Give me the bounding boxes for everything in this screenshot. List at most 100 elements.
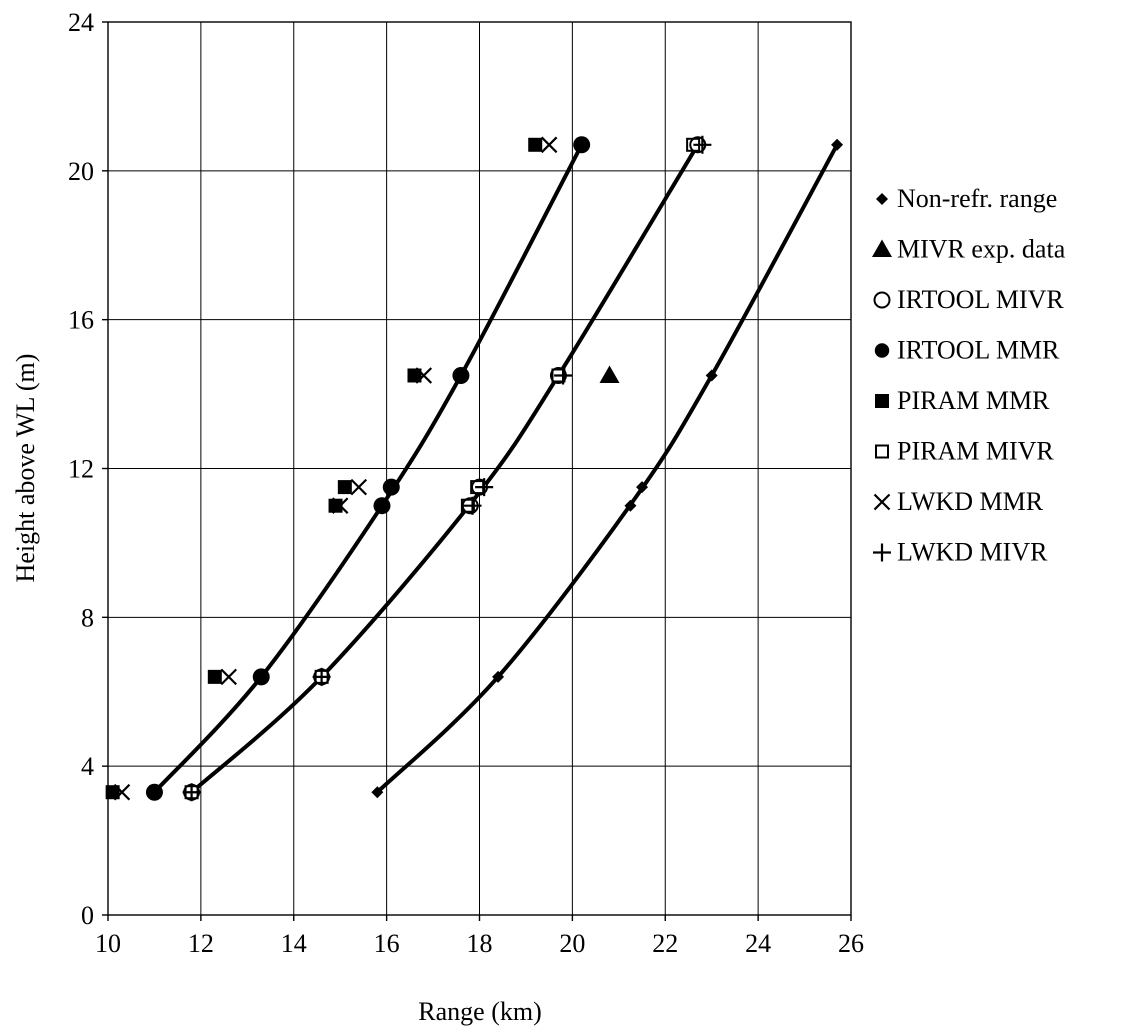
point-irtool-mmr-shape bbox=[373, 497, 391, 515]
point-lwkd-mmr-shape bbox=[220, 668, 238, 686]
point-lwkd-mmr-shape bbox=[113, 783, 131, 801]
x-tick-label: 12 bbox=[188, 929, 214, 958]
point-lwkd-mivr bbox=[475, 478, 494, 497]
legend-label: MIVR exp. data bbox=[897, 235, 1066, 264]
legend-label: PIRAM MMR bbox=[897, 386, 1050, 415]
point-lwkd-mmr bbox=[350, 478, 368, 496]
point-non-refr-range bbox=[492, 670, 505, 683]
point-lwkd-mivr-shape bbox=[475, 478, 494, 497]
legend-marker-lwkd-mivr-shape bbox=[873, 543, 891, 562]
legend-item-irtool-mivr: IRTOOL MIVR bbox=[873, 285, 1064, 314]
legend-marker-piram-mmr bbox=[875, 394, 889, 408]
point-lwkd-mmr bbox=[415, 367, 433, 384]
point-non-refr-range-shape bbox=[831, 138, 844, 151]
point-non-refr-range bbox=[831, 138, 844, 151]
y-tick-label: 0 bbox=[81, 901, 94, 930]
point-piram-mmr bbox=[337, 480, 352, 495]
point-lwkd-mmr bbox=[220, 668, 238, 686]
legend-marker-irtool-mivr-shape bbox=[873, 291, 891, 309]
point-non-refr-range bbox=[371, 786, 384, 799]
point-irtool-mmr-shape bbox=[145, 783, 163, 801]
point-irtool-mmr bbox=[252, 668, 270, 686]
legend-label: IRTOOL MMR bbox=[897, 336, 1060, 365]
x-tick-label: 18 bbox=[467, 929, 493, 958]
legend-marker-mivr-exp-data-shape bbox=[872, 239, 892, 257]
x-tick-label: 16 bbox=[374, 929, 400, 958]
legend-label: PIRAM MIVR bbox=[897, 437, 1054, 466]
x-tick-label: 20 bbox=[559, 929, 585, 958]
point-irtool-mmr bbox=[573, 136, 591, 154]
x-axis-ticks: 10 12 14 16 18 20 22 24 26 bbox=[95, 915, 864, 958]
legend-item-lwkd-mmr: LWKD MMR bbox=[873, 487, 1044, 516]
legend-marker-piram-mivr-shape bbox=[875, 444, 889, 459]
point-piram-mmr-shape bbox=[207, 669, 222, 684]
legend-item-piram-mmr: PIRAM MMR bbox=[875, 386, 1050, 415]
legend-item-piram-mivr: PIRAM MIVR bbox=[875, 437, 1054, 466]
legend-marker-non-refr-range-shape bbox=[876, 193, 888, 205]
fit-curve-2 bbox=[190, 143, 700, 794]
point-lwkd-mmr bbox=[540, 136, 558, 154]
point-irtool-mmr bbox=[373, 497, 391, 515]
point-lwkd-mivr-shape bbox=[693, 135, 712, 154]
y-axis-ticks: 0 4 8 12 16 20 24 bbox=[68, 8, 108, 930]
point-lwkd-mivr-shape bbox=[554, 366, 573, 385]
legend-marker-piram-mivr bbox=[875, 444, 889, 459]
legend-label: Non-refr. range bbox=[897, 184, 1057, 213]
legend-marker-irtool-mivr bbox=[873, 291, 891, 309]
grid bbox=[107, 21, 852, 916]
point-lwkd-mivr-shape bbox=[463, 496, 482, 515]
point-lwkd-mivr bbox=[312, 667, 331, 686]
legend-label: IRTOOL MIVR bbox=[897, 285, 1064, 314]
legend-marker-irtool-mmr bbox=[874, 343, 890, 358]
legend-marker-lwkd-mmr-shape bbox=[873, 493, 891, 511]
point-lwkd-mivr bbox=[182, 783, 201, 802]
legend-item-non-refr-range: Non-refr. range bbox=[876, 184, 1057, 213]
legend-marker-mivr-exp-data bbox=[872, 239, 892, 257]
y-axis-title: Height above WL (m) bbox=[11, 354, 40, 583]
x-tick-label: 22 bbox=[652, 929, 678, 958]
point-non-refr-range-shape bbox=[636, 481, 649, 494]
point-piram-mmr bbox=[207, 669, 222, 684]
point-irtool-mmr bbox=[382, 478, 400, 496]
point-lwkd-mmr bbox=[113, 783, 131, 801]
y-tick-label: 24 bbox=[68, 8, 94, 37]
point-irtool-mmr-shape bbox=[382, 478, 400, 496]
point-piram-mmr-shape bbox=[328, 498, 343, 513]
point-non-refr-range bbox=[705, 369, 718, 382]
point-non-refr-range bbox=[624, 499, 637, 512]
point-mivr-exp-data bbox=[599, 365, 620, 383]
point-piram-mmr-shape bbox=[105, 785, 120, 800]
point-lwkd-mmr-shape bbox=[540, 136, 558, 154]
point-piram-mmr-shape bbox=[528, 137, 543, 152]
point-piram-mmr-shape bbox=[337, 480, 352, 495]
point-piram-mmr bbox=[528, 137, 543, 152]
point-lwkd-mivr-shape bbox=[312, 667, 331, 686]
y-tick-label: 12 bbox=[68, 455, 94, 484]
legend-marker-lwkd-mmr bbox=[873, 493, 891, 511]
legend: Non-refr. range MIVR exp. data IRTOOL MIVR… bbox=[872, 184, 1066, 567]
x-tick-label: 24 bbox=[745, 929, 771, 958]
point-irtool-mmr-shape bbox=[252, 668, 270, 686]
x-tick-label: 26 bbox=[838, 929, 864, 958]
legend-label: LWKD MIVR bbox=[897, 538, 1048, 567]
y-tick-label: 16 bbox=[68, 306, 94, 335]
point-lwkd-mivr bbox=[554, 366, 573, 385]
point-non-refr-range bbox=[636, 481, 649, 494]
point-lwkd-mivr bbox=[693, 135, 712, 154]
point-irtool-mmr-shape bbox=[452, 366, 470, 384]
x-tick-label: 14 bbox=[281, 929, 307, 958]
legend-marker-piram-mmr-shape bbox=[875, 394, 889, 408]
y-tick-label: 20 bbox=[68, 157, 94, 186]
x-axis-title: Range (km) bbox=[418, 997, 541, 1026]
point-piram-mmr bbox=[407, 368, 422, 383]
point-piram-mmr bbox=[105, 785, 120, 800]
legend-label: LWKD MMR bbox=[897, 487, 1044, 516]
point-non-refr-range-shape bbox=[705, 369, 718, 382]
point-non-refr-range-shape bbox=[624, 499, 637, 512]
point-lwkd-mivr bbox=[463, 496, 482, 515]
point-irtool-mmr bbox=[145, 783, 163, 801]
point-lwkd-mivr-shape bbox=[182, 783, 201, 802]
point-lwkd-mmr bbox=[331, 497, 349, 514]
data-markers bbox=[105, 135, 844, 802]
